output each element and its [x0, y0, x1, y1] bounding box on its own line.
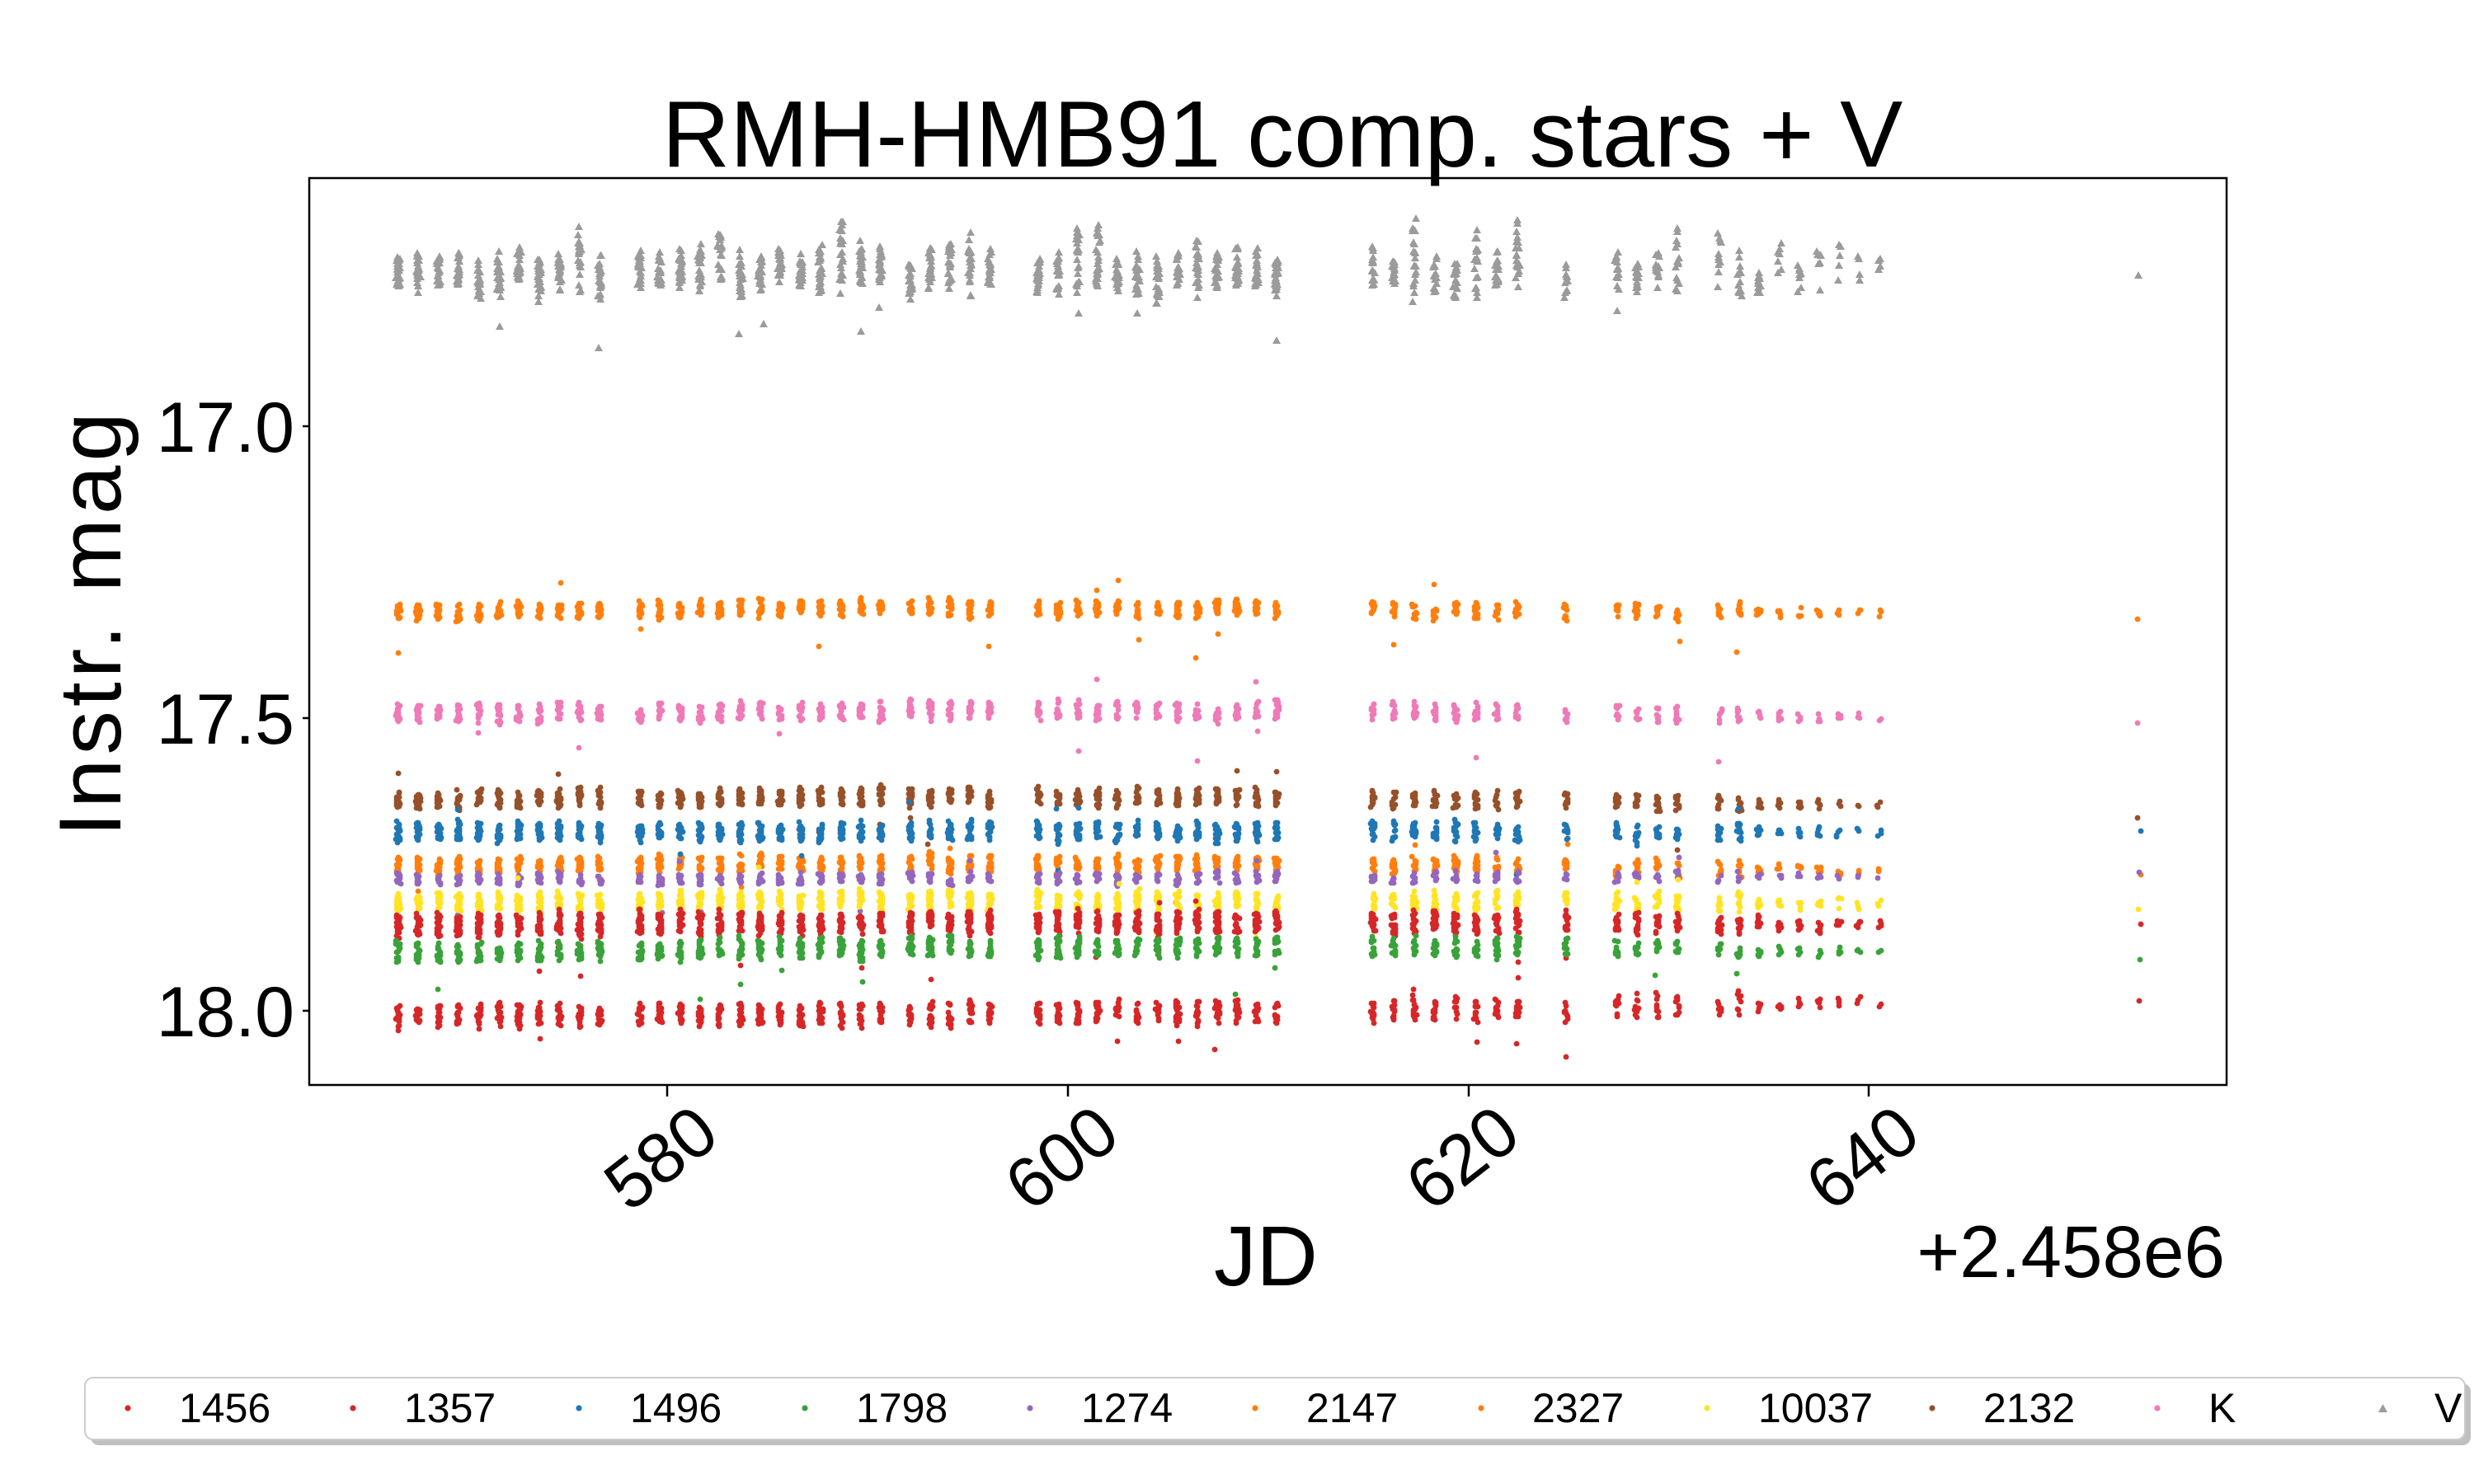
svg-text:K: K — [2208, 1385, 2236, 1431]
svg-text:1456: 1456 — [179, 1385, 270, 1431]
svg-text:1798: 1798 — [856, 1385, 948, 1431]
svg-text:1496: 1496 — [630, 1385, 722, 1431]
svg-text:+2.458e6: +2.458e6 — [1917, 1210, 2225, 1293]
svg-text:1357: 1357 — [404, 1385, 496, 1431]
svg-text:18.0: 18.0 — [157, 973, 294, 1052]
svg-text:17.0: 17.0 — [157, 388, 294, 467]
svg-text:Instr. mag: Instr. mag — [40, 408, 139, 837]
svg-text:RMH-HMB91 comp. stars + V: RMH-HMB91 comp. stars + V — [662, 82, 1903, 187]
svg-text:V: V — [2434, 1385, 2462, 1431]
svg-text:10037: 10037 — [1758, 1385, 1873, 1431]
svg-text:1274: 1274 — [1081, 1385, 1173, 1431]
svg-text:2327: 2327 — [1532, 1385, 1624, 1431]
svg-text:17.5: 17.5 — [157, 680, 294, 759]
svg-text:JD: JD — [1214, 1209, 1318, 1303]
svg-text:2147: 2147 — [1306, 1385, 1398, 1431]
svg-text:2132: 2132 — [1983, 1385, 2075, 1431]
